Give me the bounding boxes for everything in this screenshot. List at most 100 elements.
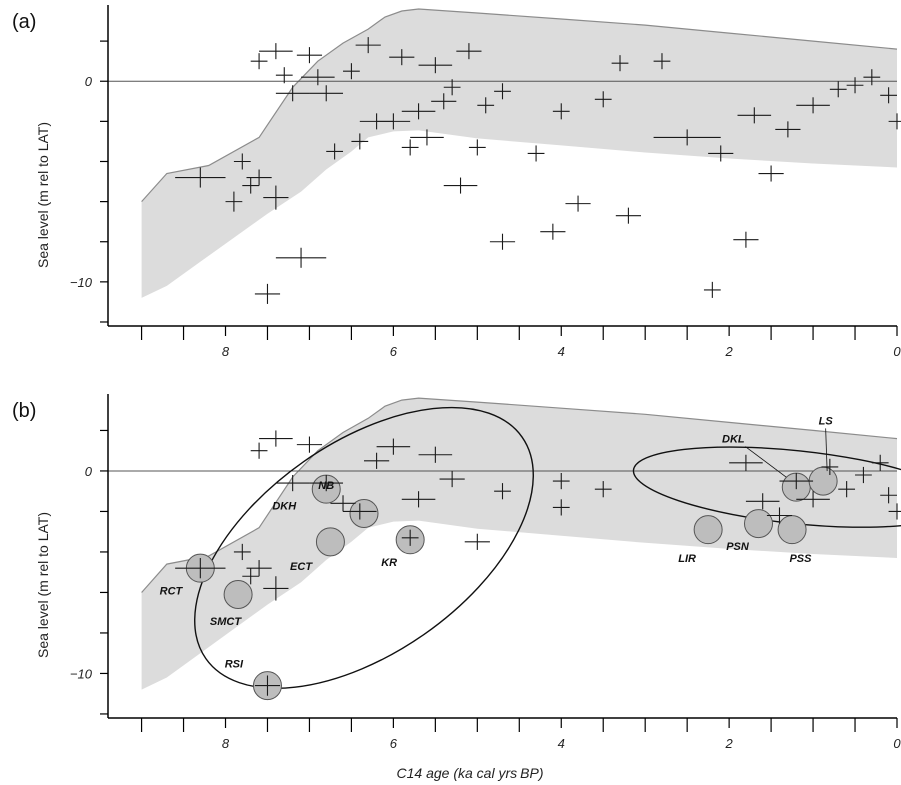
panel-a-data-point [552,103,570,120]
panel-b-data-point [494,483,511,500]
panel-b-data-point [254,675,281,696]
site-label-pss: PSS [789,553,812,565]
panel-a-data-point [246,169,272,186]
panel-a-data-point [565,195,591,212]
panel-a-data-point [733,231,759,248]
site-label-psn: PSN [726,541,750,553]
panel-a-data-point [233,153,251,170]
panel-b-label: (b) [12,400,36,422]
panel-a-data-point [880,87,897,104]
panel-b-x-tick-label: 4 [558,736,565,751]
panel-a-data-point [401,103,436,120]
site-leader-dkl [745,446,787,478]
panel-a-data-point [829,81,847,98]
panel-a-y-tick-label: 0 [85,74,93,89]
panel-b-data-point [343,503,377,520]
panel-b-data-point [242,568,260,585]
panel-b-y-axis-label: Sea level (m rel to LAT) [35,512,51,658]
panel-b-data-point [552,472,570,490]
panel-a-data-point [653,53,671,70]
panel-a-envelope-upper-edge [141,8,898,203]
panel-a-data-point [611,55,629,72]
panel-a-data-point [259,43,293,60]
panel-b-data-point [594,481,612,498]
panel-a-data-point [594,91,612,108]
panel-a-data-point [653,129,721,146]
panel-a-data-point [326,143,344,160]
panel-a-data-point [309,85,344,102]
panel-a-data-point [431,93,457,110]
panel-a-data-point [250,53,268,70]
panel-a-data-point [296,47,323,64]
panel-b-data-point [779,472,814,490]
panel-b-data-point [246,560,272,577]
panel-b-x-tick-label: 8 [222,736,230,751]
panel-b-data-point [552,499,570,516]
panel-a-data-point [175,167,226,188]
panel-a: 8 6 4 2 0 0 −10 [70,5,901,359]
panel-a-data-point [351,133,369,150]
panel-b-data-point [364,452,390,469]
panel-a-x-tick-label: 0 [893,344,901,359]
panel-a-data-point [225,191,243,212]
panel-b-data-point [401,529,419,546]
panel-b-data-point [838,481,856,498]
panel-a-data-point [301,69,335,86]
panel-b-data-point [855,466,872,484]
panel-a-data-point [456,43,482,60]
site-label-dkh: DKH [272,500,297,512]
panel-b: 8 6 4 2 0 0 −10 RCT SMCT RSI DKH ECT NB KR LIR PSN PSS DK… [70,394,901,751]
panel-a-data-point [527,145,545,162]
panel-a-x-tick-label: 4 [558,344,565,359]
panel-b-data-point [330,495,356,512]
site-label-smct: SMCT [210,616,242,628]
panel-b-y-tick-label: −10 [70,666,93,681]
panel-a-data-point [418,57,453,74]
site-circle-lir [693,515,723,545]
site-label-rct: RCT [160,585,184,597]
panel-a-data-point [775,121,801,138]
panel-b-data-point [175,558,226,579]
panel-b-data-point [418,446,453,463]
panel-b-y-tick-label: 0 [85,464,93,479]
panel-a-y-axis-label: Sea level (m rel to LAT) [35,122,51,268]
panel-a-data-point [494,83,511,100]
panel-b-data-point [263,576,289,601]
site-circle-ls [808,466,838,496]
site-label-lir: LIR [678,553,696,565]
panel-a-envelope [141,9,898,298]
panel-b-data-point [250,442,268,459]
panel-a-data-point [275,85,310,102]
site-leader-ls [825,428,828,472]
site-label-dkl: DKL [722,434,745,446]
panel-b-data-point [309,475,344,492]
panel-a-x-tick-label: 2 [725,344,734,359]
site-label-rsi: RSI [225,658,244,670]
panel-a-data-point [737,107,772,124]
panel-b-data-point [796,491,830,508]
panel-a-x-tick-label: 8 [222,344,230,359]
panel-b-data-point [871,454,889,471]
panel-a-data-point [389,49,415,66]
panel-a-data-point [355,37,381,54]
panel-b-data-point [745,493,780,510]
site-circle-smct [223,579,253,609]
panel-b-data-point [821,458,839,475]
panel-a-data-point [863,69,881,86]
site-circle-ect [315,527,345,557]
x-axis-label: C14 age (ka cal yrs BP) [397,765,544,781]
site-circle-pss [777,515,807,545]
panel-a-data-point [443,177,478,194]
panel-a-data-point [410,129,444,146]
panel-a-data-point [263,185,289,210]
panel-a-data-point [888,113,901,130]
panel-a-y-tick-label: −10 [70,275,93,290]
panel-a-data-point [703,281,721,298]
panel-b-data-point [259,430,293,447]
panel-b-data-point [401,491,436,508]
ellipse-early-holocene-cluster [194,406,534,689]
panel-a-data-point [275,247,327,268]
panel-b-data-point [296,436,323,453]
panel-b-data-point [888,503,901,520]
